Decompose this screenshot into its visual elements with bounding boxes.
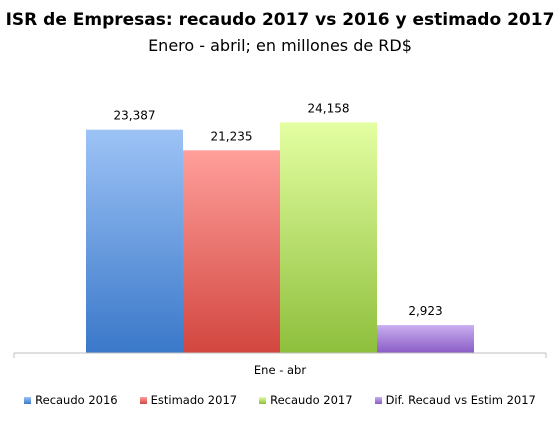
data-label-3: 24,158	[308, 101, 350, 115]
legend-swatch	[139, 396, 147, 404]
bar-3	[280, 122, 377, 354]
data-label-2: 21,235	[211, 129, 253, 143]
legend: Recaudo 2016 Estimado 2017 Recaudo 2017 Dif…	[0, 393, 560, 407]
legend-item-2: Estimado 2017	[139, 393, 238, 407]
data-label-4: 2,923	[408, 304, 442, 318]
x-tick-label: Ene - abr	[254, 363, 306, 377]
legend-item-1: Recaudo 2016	[24, 393, 118, 407]
bar-2	[183, 150, 280, 353]
legend-label: Recaudo 2017	[270, 393, 353, 407]
legend-label: Recaudo 2016	[35, 393, 118, 407]
legend-label: Dif. Recaud vs Estim 2017	[385, 393, 536, 407]
legend-label: Estimado 2017	[150, 393, 238, 407]
chart-subtitle: Enero - abril; en millones de RD$	[148, 36, 412, 55]
data-label-1: 23,387	[114, 109, 156, 123]
bar-4	[377, 325, 474, 353]
legend-swatch	[374, 396, 382, 404]
legend-item-4: Dif. Recaud vs Estim 2017	[374, 393, 536, 407]
legend-item-3: Recaudo 2017	[259, 393, 353, 407]
chart-title: ISR de Empresas: recaudo 2017 vs 2016 y …	[5, 10, 555, 30]
bar-1	[86, 129, 183, 353]
legend-swatch	[259, 396, 267, 404]
legend-swatch	[24, 396, 32, 404]
